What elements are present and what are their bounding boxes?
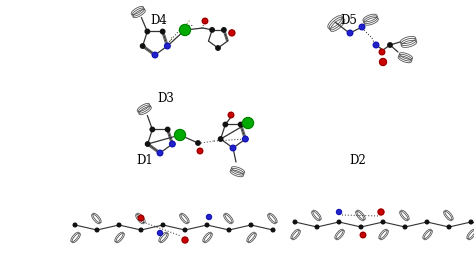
Circle shape (360, 232, 366, 238)
Circle shape (293, 220, 297, 224)
Circle shape (359, 24, 365, 30)
Circle shape (157, 150, 163, 156)
Circle shape (139, 228, 143, 232)
Circle shape (146, 142, 150, 146)
Text: D5: D5 (340, 14, 357, 27)
Circle shape (271, 228, 275, 232)
Circle shape (243, 136, 248, 142)
Circle shape (238, 122, 243, 127)
Circle shape (229, 30, 235, 36)
Circle shape (182, 237, 188, 243)
Circle shape (138, 215, 144, 221)
Text: D1: D1 (136, 154, 153, 167)
Circle shape (469, 220, 473, 224)
Circle shape (73, 223, 77, 227)
Text: D2: D2 (349, 154, 366, 167)
Circle shape (381, 220, 385, 224)
Circle shape (388, 43, 392, 47)
Circle shape (145, 29, 150, 34)
Circle shape (207, 214, 211, 220)
Circle shape (347, 30, 353, 36)
Circle shape (174, 129, 185, 140)
Circle shape (196, 141, 200, 145)
Circle shape (205, 223, 209, 227)
Circle shape (337, 210, 341, 214)
Circle shape (197, 148, 203, 154)
Circle shape (161, 223, 165, 227)
Circle shape (425, 220, 429, 224)
Circle shape (164, 43, 170, 49)
Circle shape (230, 145, 236, 151)
Circle shape (170, 141, 175, 147)
Circle shape (378, 209, 384, 215)
Circle shape (403, 225, 407, 229)
Circle shape (243, 118, 254, 129)
Circle shape (227, 228, 231, 232)
Circle shape (95, 228, 99, 232)
Circle shape (183, 228, 187, 232)
Circle shape (157, 231, 163, 235)
Circle shape (447, 225, 451, 229)
Circle shape (249, 223, 253, 227)
Circle shape (210, 28, 214, 32)
Text: D4: D4 (150, 14, 167, 27)
Circle shape (223, 122, 228, 127)
Circle shape (202, 18, 208, 24)
Circle shape (117, 223, 121, 227)
Circle shape (216, 46, 220, 50)
Circle shape (373, 42, 379, 48)
Circle shape (219, 137, 223, 141)
Circle shape (379, 49, 385, 55)
Circle shape (380, 58, 386, 65)
Circle shape (140, 44, 145, 48)
Text: D3: D3 (157, 92, 174, 105)
Circle shape (152, 52, 158, 58)
Circle shape (315, 225, 319, 229)
Circle shape (180, 24, 191, 36)
Circle shape (359, 225, 363, 229)
Circle shape (228, 112, 234, 118)
Circle shape (222, 28, 226, 32)
Circle shape (150, 127, 155, 132)
Circle shape (337, 220, 341, 224)
Circle shape (160, 29, 165, 34)
Circle shape (165, 127, 170, 132)
